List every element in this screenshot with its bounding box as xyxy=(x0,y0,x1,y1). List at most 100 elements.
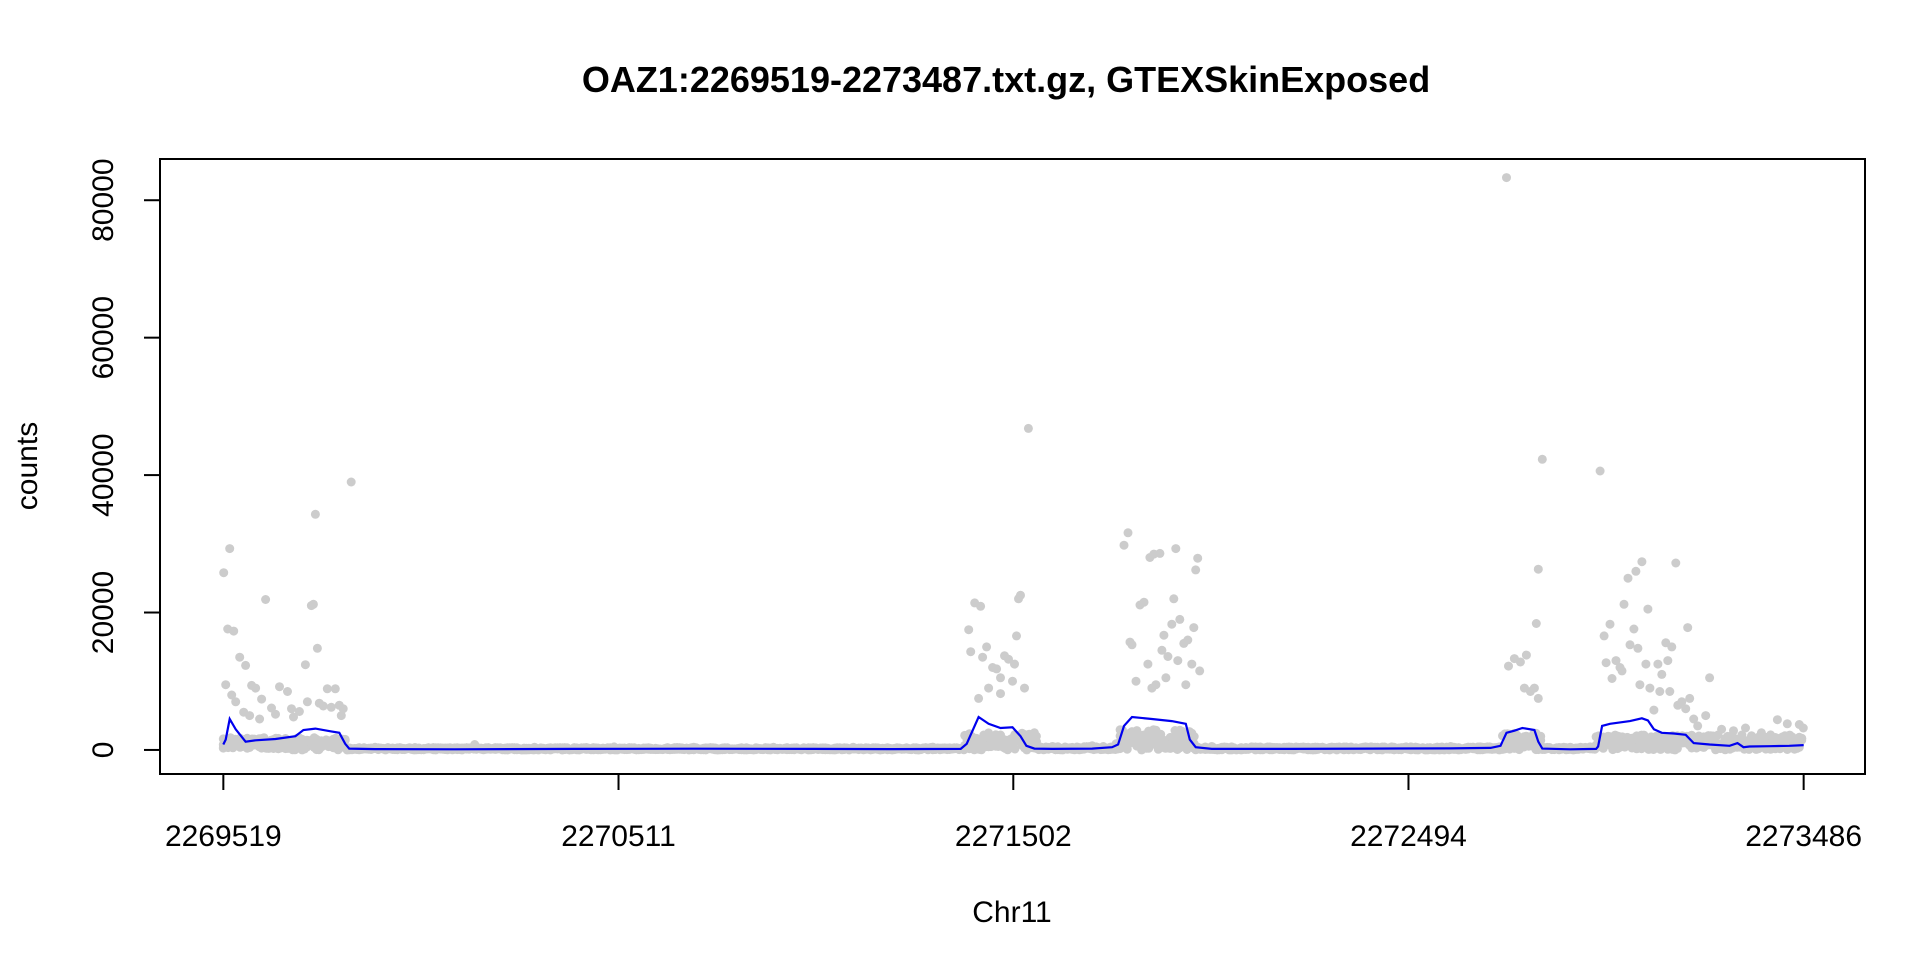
data-point xyxy=(978,652,988,662)
data-point xyxy=(1147,683,1157,693)
data-point xyxy=(1671,558,1681,568)
data-point xyxy=(1502,173,1511,183)
data-point xyxy=(1683,623,1693,633)
data-point xyxy=(1595,466,1605,476)
x-tick-label: 2270511 xyxy=(561,820,676,853)
data-point xyxy=(1797,735,1807,745)
data-point xyxy=(966,647,976,657)
data-point xyxy=(1665,687,1675,696)
data-point xyxy=(271,709,280,719)
data-point xyxy=(294,707,304,716)
data-point xyxy=(1629,624,1639,634)
y-axis-label: counts xyxy=(11,422,44,510)
data-point xyxy=(1741,723,1750,733)
data-point xyxy=(1139,597,1149,607)
data-point xyxy=(1782,719,1792,729)
data-point xyxy=(1143,659,1153,669)
data-point xyxy=(289,712,298,722)
data-point xyxy=(1131,676,1141,686)
data-point xyxy=(227,690,237,700)
x-tick-label: 2273486 xyxy=(1745,820,1862,853)
data-point xyxy=(1693,721,1703,731)
data-point xyxy=(231,697,241,707)
data-point xyxy=(1772,715,1782,725)
y-tick-label: 0 xyxy=(87,742,120,759)
data-point xyxy=(1623,573,1633,583)
data-point xyxy=(1171,544,1181,554)
data-point xyxy=(1119,540,1129,550)
data-point xyxy=(275,682,284,692)
data-point xyxy=(1127,640,1137,650)
data-point xyxy=(326,702,336,712)
data-point xyxy=(1189,732,1199,741)
data-point xyxy=(1705,673,1715,683)
data-point xyxy=(1156,729,1166,739)
data-point xyxy=(1169,594,1179,604)
data-point xyxy=(1155,548,1165,558)
x-tick-label: 2272494 xyxy=(1350,820,1467,853)
scatter-points xyxy=(218,173,1808,755)
data-point xyxy=(1159,630,1169,640)
data-point xyxy=(996,689,1005,699)
data-point xyxy=(346,477,356,487)
data-point xyxy=(984,683,994,693)
data-point xyxy=(1163,652,1173,661)
data-point xyxy=(300,660,310,670)
data-point xyxy=(1633,643,1643,653)
data-point xyxy=(1167,619,1177,629)
data-point xyxy=(1637,557,1647,567)
data-point xyxy=(1713,730,1723,740)
x-tick-label: 2271502 xyxy=(955,820,1072,853)
chart-title: OAZ1:2269519-2273487.txt.gz, GTEXSkinExp… xyxy=(582,59,1430,100)
data-point xyxy=(964,625,974,635)
data-point xyxy=(261,595,271,604)
data-point xyxy=(1189,623,1199,633)
data-point xyxy=(1023,423,1033,433)
data-point xyxy=(219,568,229,578)
data-point xyxy=(1655,687,1665,696)
data-point xyxy=(1631,566,1641,576)
data-point xyxy=(251,683,261,693)
data-point xyxy=(1663,656,1673,666)
data-point xyxy=(1010,744,1020,754)
data-point xyxy=(1536,731,1546,741)
data-point xyxy=(1667,642,1677,652)
data-point xyxy=(1004,654,1013,664)
data-point xyxy=(336,711,346,721)
data-point xyxy=(1677,697,1687,707)
data-point xyxy=(1689,714,1699,724)
data-point xyxy=(1625,640,1635,650)
data-point xyxy=(312,643,322,653)
series-line xyxy=(222,715,1804,751)
data-point xyxy=(982,642,992,652)
data-point xyxy=(1531,619,1541,628)
data-point xyxy=(1020,683,1029,693)
x-axis: 2269519 2270511 2271502 2272494 2273486 xyxy=(165,773,1862,853)
data-point xyxy=(308,599,318,609)
data-point xyxy=(1529,683,1539,693)
data-point xyxy=(1798,723,1808,733)
x-tick-label: 2269519 xyxy=(165,820,282,853)
data-point xyxy=(255,714,265,724)
data-point xyxy=(1653,659,1663,669)
data-point xyxy=(976,601,986,611)
data-point xyxy=(1685,693,1695,703)
data-point xyxy=(1161,673,1171,683)
data-point xyxy=(1537,454,1547,464)
y-tick-label: 60000 xyxy=(87,296,120,379)
data-point xyxy=(1607,674,1617,683)
y-tick-label: 40000 xyxy=(87,433,120,516)
data-point xyxy=(221,680,231,690)
data-point xyxy=(1010,659,1019,669)
data-point xyxy=(1016,590,1025,600)
data-point xyxy=(1008,676,1017,686)
data-point xyxy=(1601,658,1611,668)
x-axis-label: Chr11 xyxy=(972,896,1051,929)
data-point xyxy=(1195,666,1205,676)
data-point xyxy=(314,698,324,708)
data-point xyxy=(1611,656,1621,666)
data-point xyxy=(225,544,235,554)
data-point xyxy=(1515,657,1525,667)
data-point xyxy=(1701,711,1711,721)
